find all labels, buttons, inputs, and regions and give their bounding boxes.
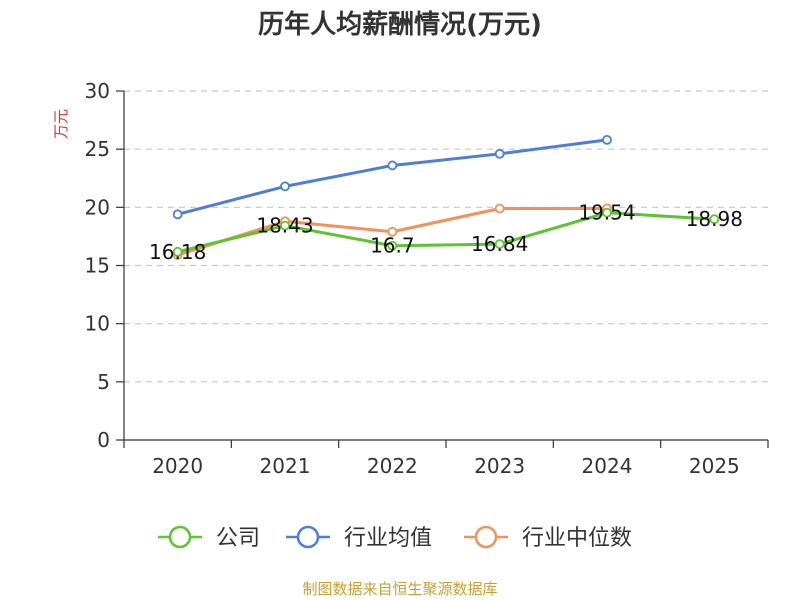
data-labels: 16.18 18.43 16.7 16.84 19.54 18.98 <box>149 201 743 264</box>
series-line-1 <box>178 140 607 214</box>
y-tick-label-10: 10 <box>85 312 110 336</box>
series-1-point-2024[interactable] <box>603 136 611 144</box>
series-1-point-2020[interactable] <box>174 210 182 218</box>
legend-label: 公司 <box>216 526 260 551</box>
legend-item-1[interactable]: 行业均值 <box>286 526 432 551</box>
x-tick-label-2020: 2020 <box>152 454 203 478</box>
y-tick-label-0: 0 <box>97 428 110 452</box>
x-tick-label-2021: 2021 <box>260 454 311 478</box>
legend-label: 行业中位数 <box>522 526 632 551</box>
legend[interactable]: 公司 行业均值 行业中位数 <box>158 526 632 551</box>
series-1-point-2022[interactable] <box>388 161 396 169</box>
series-2-point-2023[interactable] <box>496 204 504 212</box>
legend-marker-icon <box>170 527 190 547</box>
series-lines <box>174 136 719 259</box>
y-axis-unit-label: 万元 <box>52 109 70 139</box>
x-tick-label-2023: 2023 <box>474 454 525 478</box>
y-tick-label-25: 25 <box>85 137 110 161</box>
y-tick-label-30: 30 <box>85 79 110 103</box>
legend-item-0[interactable]: 公司 <box>158 526 260 551</box>
series-1-point-2021[interactable] <box>281 182 289 190</box>
data-label-2025: 18.98 <box>686 207 743 231</box>
data-source-note: 制图数据来自恒生聚源数据库 <box>0 578 800 599</box>
y-tick-label-20: 20 <box>85 195 110 219</box>
x-tick-label-2024: 2024 <box>582 454 633 478</box>
legend-label: 行业均值 <box>344 526 432 551</box>
data-label-2023: 16.84 <box>471 232 528 256</box>
x-tick-label-2025: 2025 <box>689 454 740 478</box>
y-tick-label-5: 5 <box>97 370 110 394</box>
legend-marker-icon <box>476 527 496 547</box>
y-tick-label-15: 15 <box>85 254 110 278</box>
legend-marker-icon <box>298 527 318 547</box>
legend-item-2[interactable]: 行业中位数 <box>464 526 632 551</box>
series-1-point-2023[interactable] <box>496 150 504 158</box>
data-label-2021: 18.43 <box>256 214 313 238</box>
gridlines <box>124 91 768 382</box>
x-tick-label-2022: 2022 <box>367 454 418 478</box>
data-label-2024: 19.54 <box>578 201 635 225</box>
line-chart: 051015202530万元2020 2021 2022 2023 2024 2025 1… <box>0 0 800 600</box>
data-label-2022: 16.7 <box>370 234 415 258</box>
data-label-2020: 16.18 <box>149 240 206 264</box>
